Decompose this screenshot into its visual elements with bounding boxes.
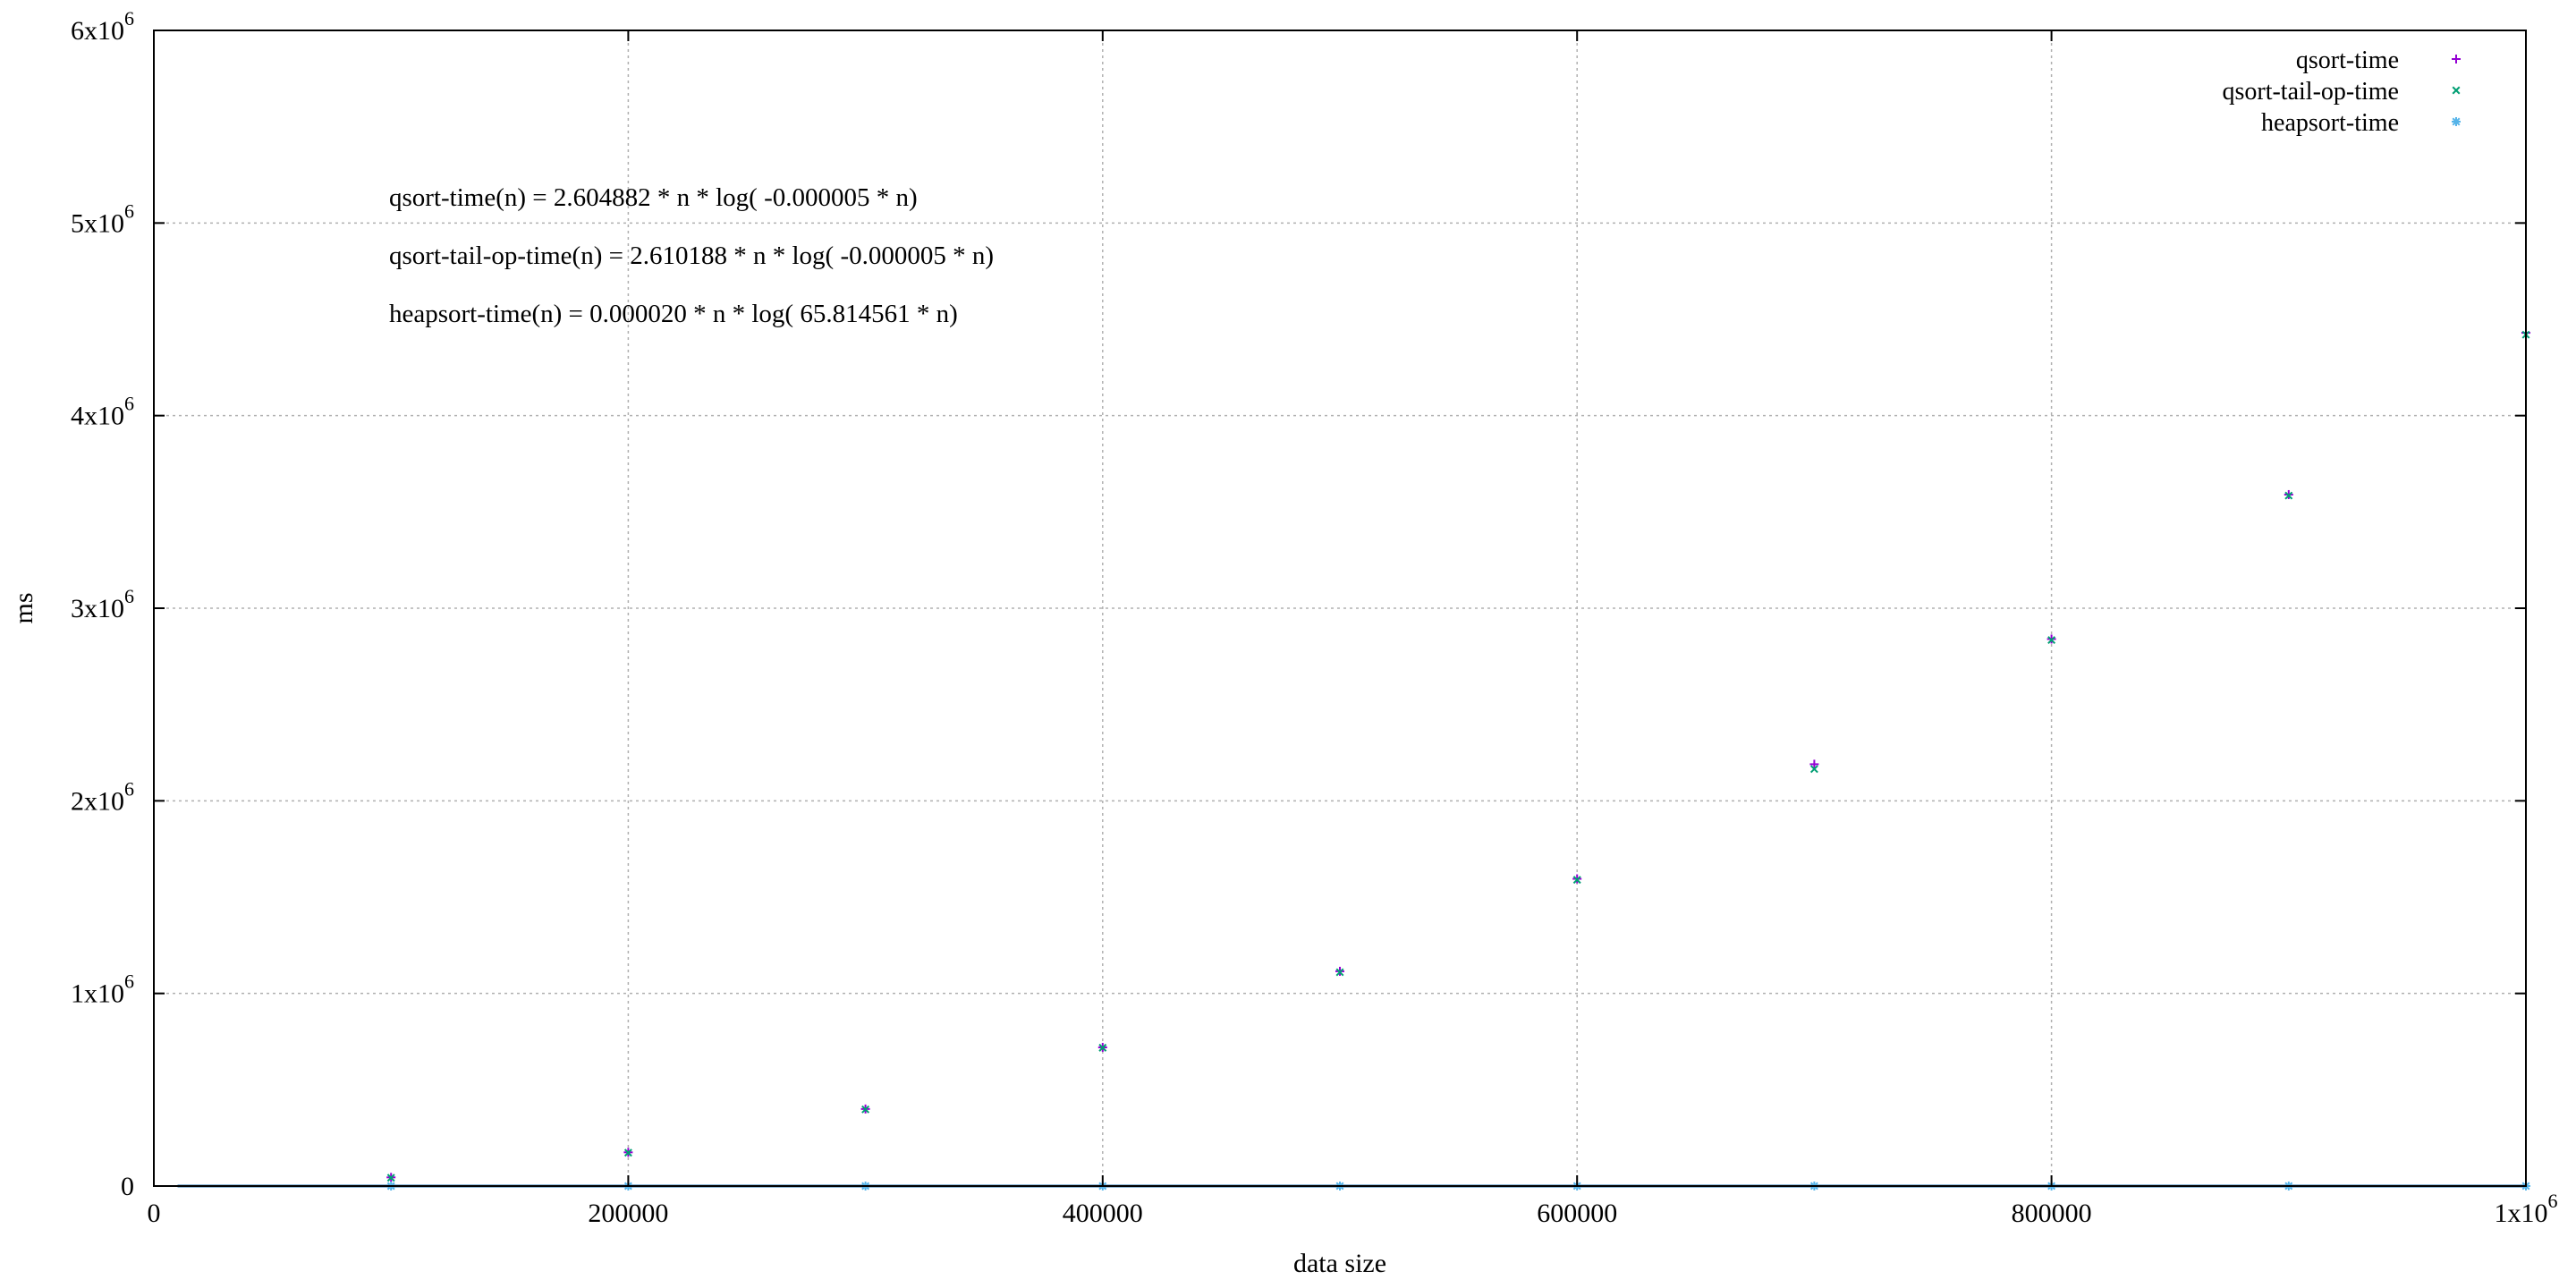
y-tick-label: 5x106	[71, 199, 134, 238]
data-point-qsort-tail-op-time	[2047, 636, 2056, 644]
y-axis-title: ms	[9, 592, 38, 623]
x-tick-exponent: 6	[2548, 1190, 2558, 1212]
y-tick-label: 1x106	[71, 970, 134, 1009]
fit-annotation: heapsort-time(n) = 0.000020 * n * log( 6…	[389, 300, 958, 328]
legend-marker	[2452, 117, 2461, 126]
y-tick-label: 0	[121, 1172, 134, 1201]
data-points-layer	[386, 328, 2530, 1191]
data-point-qsort-tail-op-time	[1809, 765, 1818, 774]
legend: qsort-time qsort-tail-op-time heapsort-tim…	[2222, 47, 2461, 137]
x-tick-label: 600000	[1537, 1199, 1617, 1228]
y-tick-exponent: 6	[124, 585, 134, 607]
data-point-qsort-tail-op-time	[1098, 1043, 1107, 1052]
y-tick-exponent: 6	[124, 393, 134, 415]
x-axis-title: data size	[1293, 1249, 1386, 1278]
data-point-qsort-tail-op-time	[623, 1148, 632, 1157]
x-tick-label: 1x106	[2495, 1190, 2558, 1228]
fit-annotation: qsort-tail-op-time(n) = 2.610188 * n * l…	[389, 242, 994, 270]
legend-marker	[2452, 55, 2461, 64]
data-point-qsort-time	[1809, 759, 1819, 769]
y-tick-label: 4x106	[71, 393, 134, 431]
legend-marker	[2452, 86, 2461, 95]
data-point-qsort-tail-op-time	[1335, 968, 1344, 977]
x-tick-label: 800000	[2012, 1199, 2092, 1228]
legend-label: qsort-tail-op-time	[2222, 78, 2399, 106]
y-tick-exponent: 6	[124, 7, 134, 30]
y-tick-exponent: 6	[124, 777, 134, 800]
x-tick-label: 400000	[1063, 1199, 1143, 1228]
data-point-qsort-tail-op-time	[386, 1174, 395, 1182]
fit-annotation: qsort-time(n) = 2.604882 * n * log( -0.0…	[389, 183, 918, 212]
grid-layer	[154, 30, 2526, 1186]
legend-label: heapsort-time	[2261, 109, 2399, 137]
x-tick-label: 200000	[588, 1199, 668, 1228]
y-tick-label: 3x106	[71, 585, 134, 623]
x-tick-label: 0	[148, 1199, 161, 1228]
data-point-qsort-tail-op-time	[1572, 876, 1581, 885]
data-point-qsort-tail-op-time	[2284, 491, 2293, 500]
y-tick-label: 2x106	[71, 777, 134, 816]
legend-label: qsort-time	[2296, 47, 2399, 74]
annotation-layer: qsort-time(n) = 2.604882 * n * log( -0.0…	[389, 183, 994, 328]
y-tick-exponent: 6	[124, 970, 134, 993]
y-tick-label: 6x106	[71, 7, 134, 46]
y-tick-exponent: 6	[124, 199, 134, 222]
data-point-qsort-tail-op-time	[861, 1105, 870, 1114]
